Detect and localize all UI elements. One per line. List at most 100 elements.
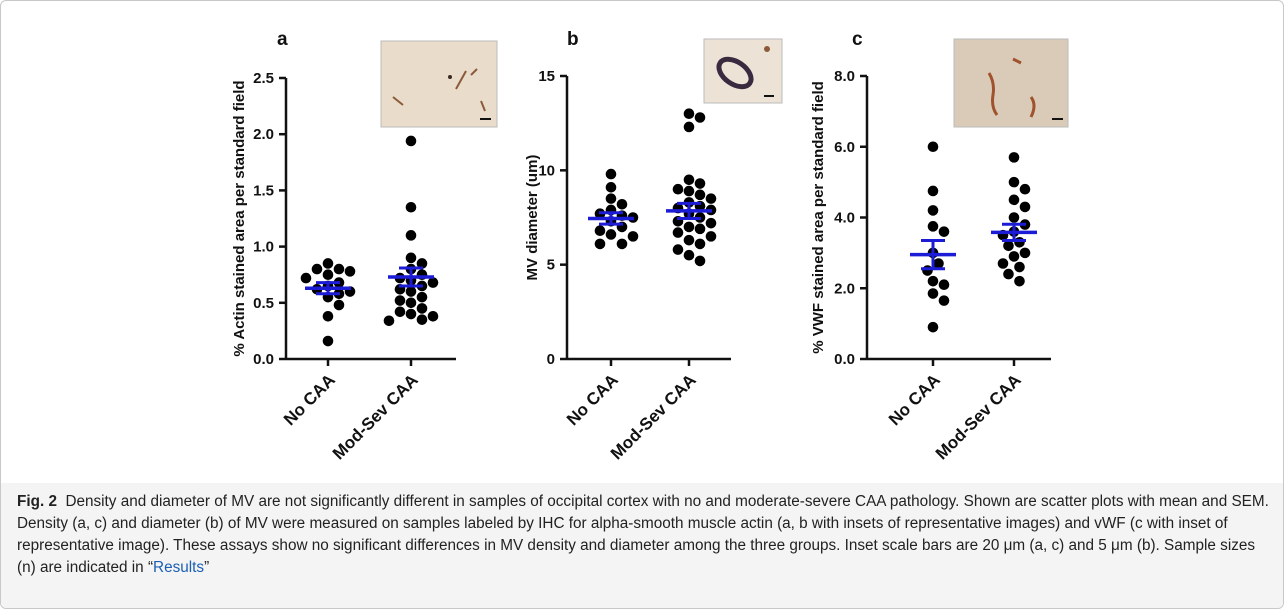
data-point <box>683 234 695 246</box>
data-point <box>594 238 606 250</box>
y-tick-label: 8.0 <box>834 68 855 85</box>
data-point <box>927 288 939 299</box>
data-point <box>922 265 933 276</box>
data-point <box>933 258 944 269</box>
data-point <box>705 217 717 229</box>
y-tick-label: 10 <box>538 162 555 179</box>
data-point <box>927 221 939 232</box>
x-tick-label: Mod-Sev CAA <box>329 370 422 463</box>
data-point <box>616 238 628 250</box>
data-point <box>938 279 950 291</box>
data-point <box>616 198 628 210</box>
data-point <box>605 182 617 193</box>
data-point <box>927 141 939 153</box>
data-point <box>594 225 606 237</box>
data-point <box>1008 251 1020 262</box>
y-tick-label: 0.5 <box>253 295 274 312</box>
data-point <box>694 255 706 267</box>
data-point <box>672 227 684 238</box>
data-point <box>927 205 939 216</box>
data-point <box>405 297 417 309</box>
data-point <box>322 269 334 281</box>
data-point <box>1003 268 1014 280</box>
data-point <box>1014 261 1025 273</box>
data-point <box>300 272 312 284</box>
data-point <box>927 185 939 197</box>
data-point <box>1008 176 1020 188</box>
y-tick-label: 2.0 <box>253 126 274 143</box>
y-tick-label: 1.0 <box>253 239 274 256</box>
y-tick-label: 4.0 <box>834 210 855 227</box>
data-point <box>694 178 706 189</box>
caption-label: Fig. 2 <box>17 493 57 510</box>
data-point <box>394 306 406 318</box>
caption-end: ” <box>204 559 210 576</box>
y-tick-label: 6.0 <box>834 139 855 156</box>
y-axis-label: % VWF stained area per standard field <box>810 81 827 354</box>
data-point <box>1019 247 1031 259</box>
data-point <box>927 321 939 333</box>
data-point <box>416 314 428 325</box>
data-point <box>683 185 695 197</box>
y-axis-label: % Actin stained area per standard field <box>231 80 248 356</box>
data-point <box>605 193 617 204</box>
data-point <box>683 108 695 120</box>
y-tick-label: 0.0 <box>253 351 274 368</box>
data-point <box>672 244 684 255</box>
y-tick-label: 5 <box>547 257 555 274</box>
data-point <box>683 221 695 233</box>
data-point <box>683 121 695 133</box>
data-point <box>405 286 417 297</box>
panel-letter: b <box>567 29 579 50</box>
data-point <box>705 193 717 204</box>
x-tick-label: No CAA <box>885 370 944 429</box>
data-point <box>938 295 950 306</box>
data-point <box>405 135 417 147</box>
data-point <box>383 315 395 327</box>
data-point <box>605 168 617 180</box>
results-link[interactable]: Results <box>153 559 205 576</box>
y-tick-label: 0.0 <box>834 351 855 368</box>
data-point <box>683 174 695 186</box>
data-point <box>333 263 345 275</box>
data-point <box>683 249 695 261</box>
data-point <box>705 231 717 242</box>
data-point <box>927 275 939 287</box>
data-point <box>322 258 334 269</box>
data-point <box>1008 194 1020 206</box>
data-point <box>322 335 334 347</box>
data-point <box>311 263 323 275</box>
data-point <box>672 183 684 195</box>
data-point <box>322 310 334 322</box>
data-point <box>694 238 706 250</box>
y-tick-label: 15 <box>538 68 555 85</box>
y-tick-label: 2.5 <box>253 70 274 87</box>
data-point <box>1003 240 1014 252</box>
data-point <box>344 266 356 277</box>
inset-c <box>953 38 1069 128</box>
data-point <box>394 295 406 306</box>
data-point <box>627 231 639 242</box>
data-point <box>694 223 706 235</box>
inset-b <box>703 38 783 104</box>
panel-letter: c <box>852 29 863 50</box>
data-point <box>405 201 417 213</box>
data-point <box>1008 212 1020 223</box>
inset-a <box>380 40 498 128</box>
data-point <box>416 291 428 303</box>
y-axis-label: MV diameter (um) <box>524 155 541 281</box>
data-point <box>405 252 417 264</box>
charts: a % Actin stained area per standard field… <box>231 29 1069 463</box>
data-point <box>1008 152 1020 163</box>
data-point <box>333 299 345 311</box>
y-tick-label: 0 <box>547 351 555 368</box>
data-point <box>694 112 706 123</box>
y-tick-label: 2.0 <box>834 280 855 297</box>
data-point <box>405 308 417 320</box>
panel-letter: a <box>277 29 288 50</box>
data-point <box>938 226 950 237</box>
data-point <box>1019 183 1031 195</box>
data-point <box>416 258 428 269</box>
data-point <box>1014 275 1025 287</box>
